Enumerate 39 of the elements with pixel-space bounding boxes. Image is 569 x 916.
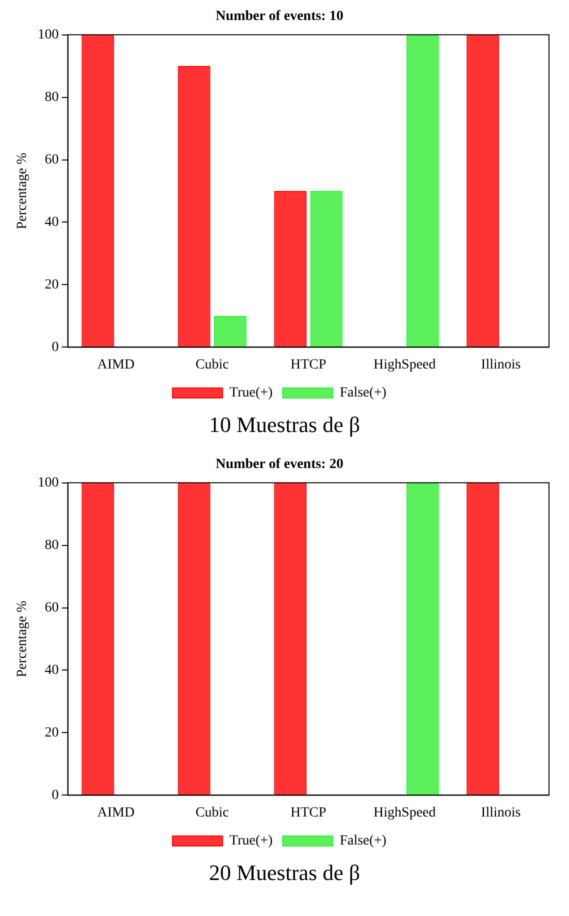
bar — [214, 316, 246, 347]
bar — [466, 34, 500, 347]
y-axis-title: Percentage % — [15, 600, 30, 678]
bar — [178, 66, 210, 347]
legend-label: True(+) — [230, 386, 274, 401]
text: 10 Muestras de β — [208, 411, 362, 439]
text: 20 Muestras de β — [208, 859, 362, 887]
y-tick-label: 60 — [44, 152, 59, 168]
legend-label: False(+) — [340, 834, 387, 849]
bar — [82, 34, 114, 347]
bar — [406, 34, 439, 347]
x-tick-label: AIMD — [97, 357, 135, 372]
legend-label: False(+) — [340, 386, 387, 401]
bar — [310, 191, 343, 347]
y-tick-label: 20 — [44, 725, 59, 740]
y-axis-title: Percentage % — [15, 152, 30, 230]
legend-label: True(+) — [230, 834, 274, 849]
x-tick-label: Illinois — [481, 357, 521, 372]
y-tick-label: 20 — [44, 277, 59, 292]
y-tick-label: 0 — [52, 340, 59, 355]
y-tick-label: 100 — [38, 475, 59, 490]
x-tick-label: AIMD — [97, 805, 135, 820]
chart-title: Number of events: 20 — [216, 457, 344, 472]
y-tick-label: 40 — [44, 214, 59, 230]
x-tick-label: HighSpeed — [374, 805, 436, 820]
y-tick-label: 40 — [44, 662, 59, 678]
x-tick-label: HighSpeed — [374, 357, 436, 372]
x-tick-label: Cubic — [195, 805, 229, 820]
chart-title: Number of events: 10 — [216, 9, 344, 24]
y-tick-label: 80 — [44, 90, 59, 105]
bar — [274, 191, 307, 347]
x-tick-label: HTCP — [290, 805, 326, 820]
y-tick-label: 80 — [44, 538, 59, 553]
y-tick-label: 60 — [44, 600, 59, 616]
y-tick-label: 100 — [38, 27, 59, 42]
x-tick-label: Illinois — [481, 805, 521, 820]
x-tick-label: HTCP — [290, 357, 326, 372]
x-tick-label: Cubic — [195, 357, 229, 372]
y-tick-label: 0 — [52, 788, 59, 803]
